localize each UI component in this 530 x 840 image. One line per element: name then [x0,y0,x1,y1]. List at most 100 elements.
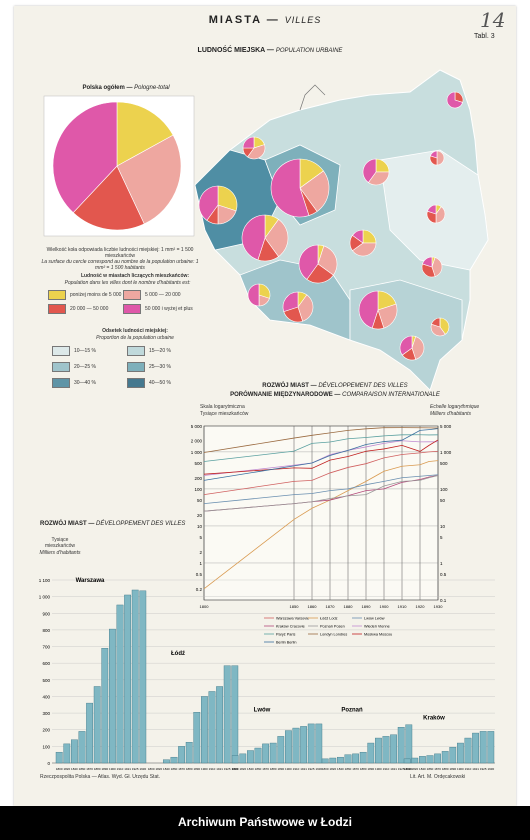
bar [434,753,441,764]
line-title-2-fr: COMPARAISON INTERNATIONALE [342,392,440,398]
bar [337,756,344,764]
line-legend-label: Łódź Lodz [320,617,338,621]
legend-item: 20 000 — 50 000 [48,304,108,314]
bar-xtick: 1880 [270,767,277,771]
city-pie-6-slice-3 [241,214,266,261]
line-ytick-left: 0.5 [196,572,203,577]
bar [449,746,457,764]
legend-label: 15—20 % [149,348,171,354]
legend-swatch [127,378,145,388]
bar-ytick: 400 [42,694,50,699]
line-legend-label: Moskwa Moscou [364,633,392,637]
footer-printer: Lit. Art. M. Ordęcakowski [410,774,466,780]
bar [124,594,132,764]
bar [292,727,300,764]
city-pie-11-slice-1 [297,294,314,322]
bar-series-label: Łódź [171,651,185,657]
title-fr: VILLES [284,15,322,25]
bar [375,737,382,764]
line-ytick-right: 1 [440,561,443,566]
line-xtick: 1880 [344,604,354,609]
bar-xtick: 1900 [201,767,208,771]
bar [397,727,405,764]
legend-label: 25—30 % [149,364,171,370]
line-ytick-left: 1 000 [191,450,203,455]
bar-xtick: 1930 [487,767,494,771]
legend-item: 5 000 — 20 000 [123,290,181,300]
line-series-6 [203,434,439,462]
line-ytick-left: 2 000 [191,439,203,444]
pie-title-fr: Pologne-total [134,85,170,91]
line-series-2 [203,474,439,505]
bar [208,691,216,764]
pct-legend-title-fr: Proportion de la population urbaine [96,335,174,341]
bar-ytick: 700 [42,645,50,650]
legend-swatch [52,346,70,356]
line-title-1-fr: DÉVELOPPEMENT DES VILLES [318,383,408,389]
city-pie-15-slice-3 [399,335,413,356]
bar-xtick: 1930 [315,767,322,771]
line-xtick: 1910 [398,604,408,609]
bar [479,731,487,764]
line-series-0 [203,450,439,496]
bar-xtick: 1860 [427,767,434,771]
bar-xtick: 1910 [117,767,124,771]
bar [382,736,390,764]
city-pie-1-slice-1 [436,150,445,166]
bar-xtick: 1910 [383,767,390,771]
bar [71,739,78,764]
bar-xtick: 1890 [277,767,284,771]
bar-xtick: 1820 [329,767,336,771]
legend-swatch [48,290,66,300]
line-ytick-right: 1 000 [440,450,452,455]
line-title-2: PORÓWNANIE MIĘDZYNARODOWE [230,392,333,398]
bar [403,758,411,764]
bar-xtick: 1880 [186,767,193,771]
pie-slice-3 [52,101,118,214]
legend-swatch [123,290,141,300]
bar-title-pl: ROZWÓJ MIAST [40,521,87,527]
bar [162,759,170,764]
bar [185,742,193,764]
bar [178,746,185,764]
legend-label: 20—25 % [74,364,96,370]
bar-xtick: 1870 [434,767,441,771]
bar-xtick: 1900 [109,767,116,771]
city-pie-3-slice-1 [299,170,330,212]
archive-footer-text: Archiwum Państwowe w Łodzi [177,815,353,829]
scale-note: Wielkość koła odpowiada liczbie ludności… [40,247,200,271]
legend-label: 10—15 % [74,348,96,354]
bar-xtick: 1910 [209,767,216,771]
bar-chart-svg: 0 100 200 300 400 500 600 700 800 900 1 000 1 100 18… [39,578,495,771]
line-chart-subtitle: PORÓWNANIE MIĘDZYNARODOWE — COMPARAISON … [230,392,440,398]
city-pie-15-slice-1 [411,336,425,360]
city-pie-0-slice-3 [446,91,463,109]
bar-xtick: 1930 [405,767,412,771]
pie-slice-0 [116,101,174,167]
bar-xtick: 1921 [124,767,131,771]
line-xtick: 1860 [308,604,318,609]
pie-title-pl: Polska ogółem [82,85,125,91]
map-title-fr: POPULATION URBAINE [275,48,343,54]
bar-xtick: 1860 [255,767,262,771]
bar [457,742,464,764]
bar-ylabel-fr: Milliers d'habitants [39,550,81,556]
bar [390,734,397,764]
line-ytick-right: 50 [440,498,446,503]
city-pie-11-slice-3 [282,291,299,313]
bar-xtick: 1880 [442,767,449,771]
line-ytick-left: 200 [194,476,202,481]
bar-xtick: 1921 [300,767,307,771]
line-legend-label: Berlin Berlin [276,641,296,645]
bar [321,758,329,764]
legend-swatch [52,378,70,388]
footer-publisher: Rzeczpospolita Polska — Atlas. Wyd. Gł. … [40,774,161,780]
bar [101,648,109,764]
bar-ytick: 500 [42,678,50,683]
pie-slice-1 [116,134,182,225]
bar [239,753,247,764]
line-ytick-right: 0.1 [440,598,447,603]
pie-slice-2 [72,165,145,231]
bar-xtick: 1820 [155,767,162,771]
line-series-9 [203,428,439,481]
